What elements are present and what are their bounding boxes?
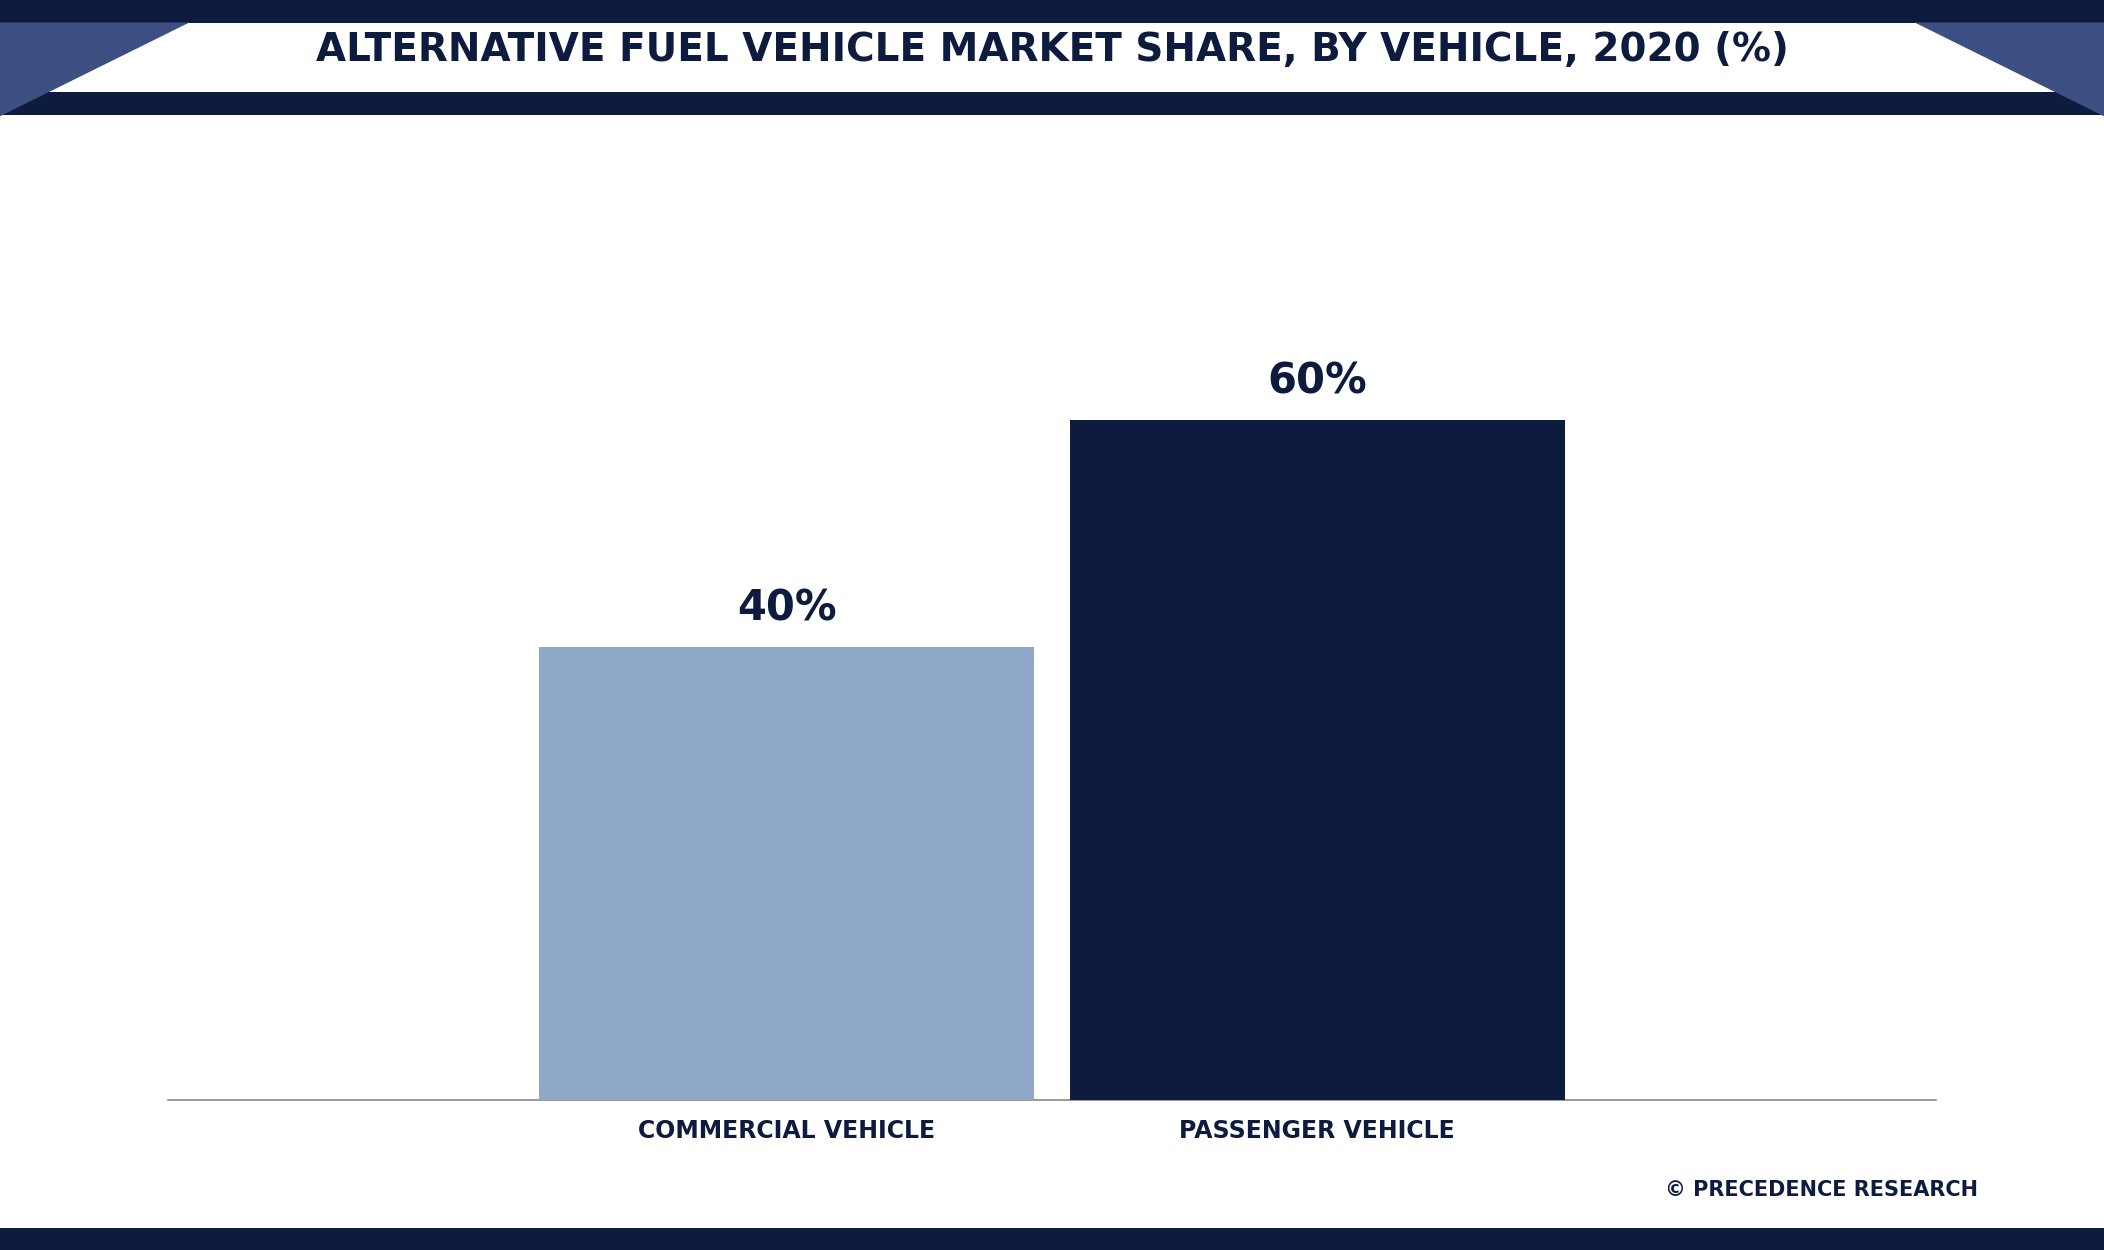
Text: 40%: 40% [736,588,837,630]
Text: ALTERNATIVE FUEL VEHICLE MARKET SHARE, BY VEHICLE, 2020 (%): ALTERNATIVE FUEL VEHICLE MARKET SHARE, B… [316,31,1788,69]
Text: 60%: 60% [1267,361,1368,403]
Bar [539,646,1035,1100]
Bar [1069,420,1565,1100]
Text: © PRECEDENCE RESEARCH: © PRECEDENCE RESEARCH [1664,1180,1978,1200]
